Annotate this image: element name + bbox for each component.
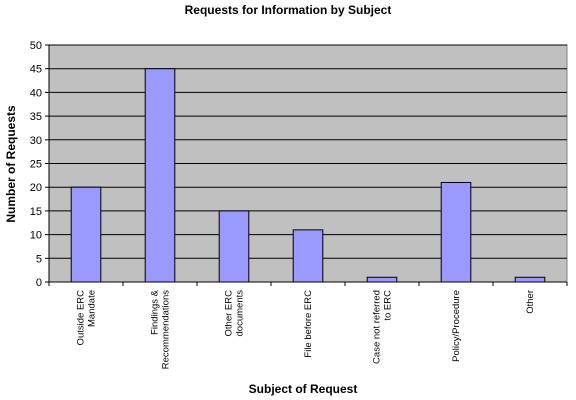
x-tick-label: Policy/Procedure [451,290,462,362]
bar [218,210,250,283]
x-axis-label: Subject of Request [249,382,358,396]
chart-title: Requests for Information by Subject [185,3,392,17]
x-tick-label: Mandate [87,290,98,327]
y-tick-label: 15 [30,206,42,218]
bar [514,276,546,283]
y-tick-label: 25 [30,159,42,171]
bar [366,276,398,283]
x-tick-label: Case not referred [372,290,383,364]
x-tick-label: Other [525,290,536,314]
x-tick-label: Recommendations [161,290,172,369]
bar [144,68,176,283]
x-tick-label: to ERC [383,290,394,321]
x-tick-label: documents [235,290,246,337]
y-tick-label: 20 [30,182,42,194]
bar [440,181,472,283]
y-axis-label: Number of Requests [4,105,18,223]
y-tick-label: 45 [30,64,42,76]
y-tick-label: 50 [30,40,42,52]
x-tick-label: Other ERC [224,290,235,337]
plot-area: 0 5 10 15 20 25 30 35 40 45 50 Outside ERC Mandate Fi… [30,40,568,369]
y-tick-label: 5 [36,253,42,265]
bar [292,229,324,283]
y-tick-label: 30 [30,135,42,147]
y-tick-label: 35 [30,111,42,123]
x-tick-label: Outside ERC [76,290,87,346]
y-tick-label: 40 [30,87,42,99]
x-tick-label: File before ERC [303,290,314,358]
y-tick-label: 0 [36,277,42,289]
x-tick-label: Findings & [150,289,161,335]
bar [70,186,102,283]
y-tick-label: 10 [30,230,42,242]
